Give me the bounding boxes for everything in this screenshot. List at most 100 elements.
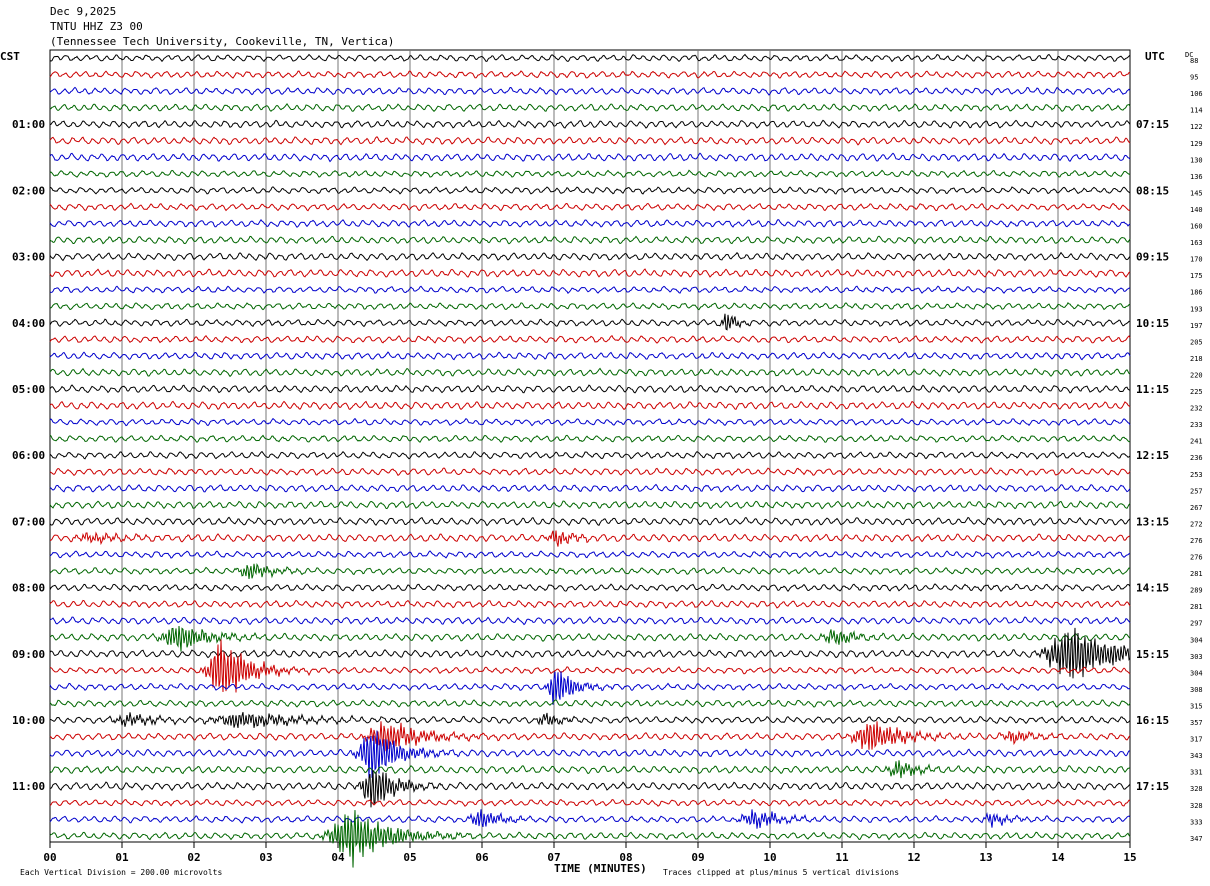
trace-line <box>49 169 1131 179</box>
station-label: TNTU HHZ Z3 00 <box>50 20 143 33</box>
dc-offset-label: 331 <box>1190 769 1203 777</box>
dc-offset-label: 136 <box>1190 173 1203 181</box>
clip-note: Traces clipped at plus/minus 5 vertical … <box>663 868 899 877</box>
left-hour-label: 08:00 <box>12 582 45 595</box>
seismic-traces <box>49 53 1131 868</box>
trace-line <box>49 313 1131 331</box>
left-hour-label: 05:00 <box>12 383 45 396</box>
dc-offset-label: 175 <box>1190 272 1203 280</box>
dc-offset-label: 170 <box>1190 256 1203 264</box>
location-label: (Tennessee Tech University, Cookeville, … <box>50 35 395 48</box>
trace-line <box>49 70 1131 79</box>
dc-offset-label: 317 <box>1190 736 1203 744</box>
trace-line <box>49 625 1131 652</box>
trace-line <box>49 367 1131 378</box>
right-hour-label: 07:15 <box>1136 118 1169 131</box>
x-tick-label: 02 <box>187 851 200 864</box>
trace-line <box>49 730 1131 779</box>
trace-line <box>49 809 1131 829</box>
dc-offset-label: 347 <box>1190 835 1203 843</box>
left-hour-label: 04:00 <box>12 317 45 330</box>
left-hour-label: 10:00 <box>12 714 45 727</box>
trace-line <box>49 251 1131 262</box>
x-tick-label: 15 <box>1123 851 1136 864</box>
right-hour-label: 13:15 <box>1136 515 1169 528</box>
scale-note: Each Vertical Division = 200.00 microvol… <box>20 868 222 877</box>
dc-offset-label: 328 <box>1190 802 1203 810</box>
trace-line <box>49 500 1131 510</box>
trace-line <box>49 810 1131 868</box>
dc-offset-label: 236 <box>1190 454 1203 462</box>
dc-offset-label: 267 <box>1190 504 1203 512</box>
left-hour-label: 02:00 <box>12 184 45 197</box>
x-tick-label: 13 <box>979 851 992 864</box>
x-tick-label: 08 <box>619 851 632 864</box>
trace-line <box>49 268 1131 278</box>
trace-line <box>49 136 1131 146</box>
plot-frame <box>49 49 1131 843</box>
trace-line <box>49 721 1131 752</box>
trace-line <box>49 285 1131 295</box>
dc-offset-label: 205 <box>1190 338 1203 346</box>
x-tick-label: 09 <box>691 851 704 864</box>
left-hour-label: 11:00 <box>12 780 45 793</box>
trace-line <box>49 400 1131 411</box>
left-hour-label: 03:00 <box>12 251 45 264</box>
x-tick-label: 10 <box>763 851 776 864</box>
dc-offset-label: 106 <box>1190 90 1203 98</box>
dc-offset-label: 357 <box>1190 719 1203 727</box>
x-tick-label: 11 <box>835 851 849 864</box>
x-tick-label: 05 <box>403 851 416 864</box>
dc-offset-label: 276 <box>1190 554 1203 562</box>
x-tick-label: 14 <box>1051 851 1065 864</box>
dc-offset-label: 343 <box>1190 752 1203 760</box>
dc-offset-label: 233 <box>1190 421 1203 429</box>
dc-offset-label: 281 <box>1190 603 1203 611</box>
dc-offset-label: 122 <box>1190 123 1203 131</box>
x-tick-label: 04 <box>331 851 345 864</box>
x-axis-title: TIME (MINUTES) <box>554 862 647 875</box>
trace-line <box>49 119 1131 129</box>
dc-offset-label: 241 <box>1190 438 1203 446</box>
trace-line <box>49 483 1131 493</box>
right-hour-label: 17:15 <box>1136 780 1169 793</box>
trace-line <box>49 530 1131 547</box>
dc-offset-label: 276 <box>1190 537 1203 545</box>
trace-line <box>49 770 1131 808</box>
trace-line <box>49 102 1131 112</box>
trace-line <box>49 760 1131 779</box>
dc-offset-label: 257 <box>1190 487 1203 495</box>
date-label: Dec 9,2025 <box>50 5 117 18</box>
trace-line <box>49 671 1131 705</box>
dc-offset-label: 308 <box>1190 686 1203 694</box>
x-tick-label: 01 <box>115 851 129 864</box>
x-tick-label: 03 <box>259 851 272 864</box>
trace-line <box>49 639 1131 693</box>
right-hour-label: 09:15 <box>1136 251 1169 264</box>
trace-line <box>49 302 1131 311</box>
right-hour-label: 08:15 <box>1136 184 1169 197</box>
right-hour-label: 14:15 <box>1136 582 1169 595</box>
dc-offset-label: 281 <box>1190 570 1203 578</box>
dc-offset-label: 160 <box>1190 223 1203 231</box>
dc-offset-label: 297 <box>1190 620 1203 628</box>
dc-offset-label: 289 <box>1190 587 1203 595</box>
trace-line <box>49 384 1131 394</box>
dc-offset-label: 140 <box>1190 206 1203 214</box>
dc-offset-label: 304 <box>1190 636 1203 644</box>
x-tick-label: 06 <box>475 851 489 864</box>
dc-header-label: DC <box>1185 51 1193 59</box>
right-hour-label: 16:15 <box>1136 714 1169 727</box>
left-hour-label: 06:00 <box>12 449 45 462</box>
dc-offset-label: 88 <box>1190 57 1198 65</box>
trace-line <box>49 516 1131 527</box>
dc-offset-label: 328 <box>1190 785 1203 793</box>
dc-offset-label: 272 <box>1190 520 1203 528</box>
dc-offset-label: 253 <box>1190 471 1203 479</box>
trace-line <box>49 627 1131 679</box>
dc-offset-label: 333 <box>1190 818 1203 826</box>
trace-line <box>49 434 1131 443</box>
trace-line <box>49 699 1131 708</box>
trace-line <box>49 334 1131 344</box>
